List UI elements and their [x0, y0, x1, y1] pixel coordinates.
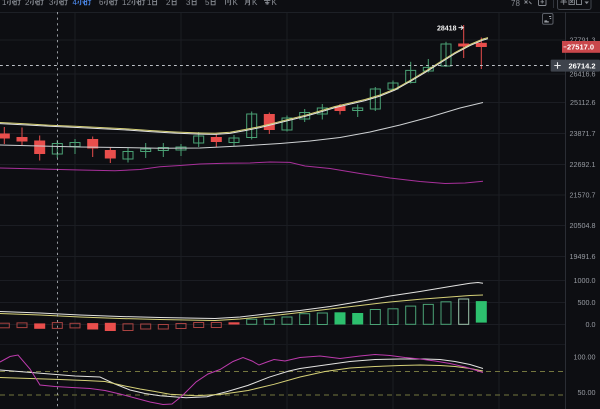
svg-text:0.0: 0.0	[586, 320, 596, 329]
svg-text:2: 2	[166, 0, 171, 7]
svg-text:K: K	[272, 0, 278, 7]
svg-text:28418: 28418	[437, 25, 457, 32]
svg-text:5: 5	[205, 0, 210, 7]
svg-text:26714.2: 26714.2	[568, 61, 595, 70]
svg-text:27791.3: 27791.3	[570, 35, 596, 44]
svg-text:27517.0: 27517.0	[567, 43, 594, 52]
svg-text:1: 1	[147, 0, 152, 7]
svg-text:25112.6: 25112.6	[570, 98, 595, 107]
svg-text:20504.8: 20504.8	[570, 221, 596, 230]
svg-text:100.00: 100.00	[574, 352, 596, 361]
svg-text:21570.7: 21570.7	[570, 190, 596, 199]
svg-text:K: K	[252, 0, 258, 7]
svg-text:26416.6: 26416.6	[570, 69, 596, 78]
svg-text:50.00: 50.00	[578, 388, 596, 397]
svg-text:12: 12	[122, 0, 131, 7]
svg-text:3: 3	[49, 0, 54, 7]
svg-text:3: 3	[186, 0, 191, 7]
svg-text:1: 1	[2, 0, 7, 7]
svg-text:22692.1: 22692.1	[570, 160, 596, 169]
svg-text:1000.0: 1000.0	[574, 276, 596, 285]
svg-text:2: 2	[25, 0, 30, 7]
svg-text:19491.6: 19491.6	[570, 252, 596, 261]
svg-text:4: 4	[73, 0, 78, 7]
svg-text:23871.7: 23871.7	[570, 129, 596, 138]
svg-text:78: 78	[511, 0, 520, 8]
svg-text:6: 6	[99, 0, 104, 7]
svg-text:500.0: 500.0	[578, 298, 596, 307]
svg-text:K: K	[233, 0, 239, 7]
